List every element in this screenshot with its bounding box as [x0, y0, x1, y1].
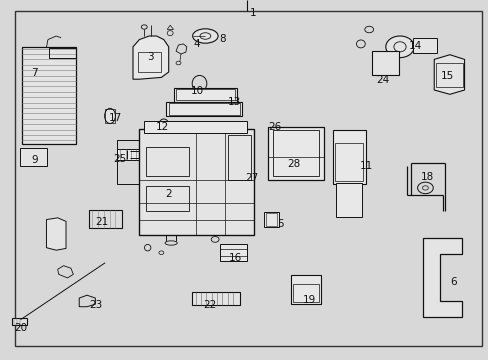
Bar: [145, 147, 188, 176]
Text: 12: 12: [155, 122, 168, 132]
Bar: [293, 284, 318, 302]
Text: 21: 21: [95, 217, 108, 228]
Text: 19: 19: [303, 294, 316, 305]
Bar: [435, 63, 462, 87]
Text: 6: 6: [449, 276, 456, 287]
Text: 28: 28: [287, 159, 300, 169]
Bar: [104, 109, 115, 123]
Text: 20: 20: [15, 323, 28, 333]
Text: 24: 24: [376, 75, 389, 85]
Text: 9: 9: [32, 155, 39, 165]
Text: 23: 23: [89, 300, 102, 310]
Ellipse shape: [192, 29, 218, 43]
Text: 13: 13: [227, 96, 240, 107]
Ellipse shape: [104, 108, 115, 123]
Bar: [144, 121, 246, 133]
Polygon shape: [46, 218, 66, 250]
Bar: [22, 47, 76, 144]
Text: 15: 15: [440, 71, 453, 81]
Text: 17: 17: [108, 113, 122, 123]
Text: 5: 5: [277, 219, 284, 229]
Polygon shape: [422, 238, 461, 317]
Bar: [264, 212, 278, 227]
Polygon shape: [433, 55, 464, 94]
Text: 3: 3: [146, 52, 153, 62]
Bar: [49, 48, 76, 58]
Bar: [173, 88, 237, 102]
Text: 8: 8: [219, 34, 225, 44]
Text: 18: 18: [420, 172, 433, 182]
Bar: [267, 127, 324, 180]
Bar: [89, 210, 122, 228]
Text: 4: 4: [193, 39, 200, 49]
Bar: [191, 292, 239, 305]
Text: 11: 11: [359, 161, 372, 171]
Bar: [168, 103, 239, 115]
Text: 16: 16: [228, 253, 242, 264]
Bar: [176, 89, 234, 100]
Text: 10: 10: [190, 86, 203, 96]
Text: 2: 2: [165, 189, 172, 199]
Bar: [20, 148, 47, 166]
Bar: [117, 149, 157, 160]
Text: 1: 1: [249, 8, 256, 18]
Bar: [334, 143, 363, 181]
Bar: [138, 52, 161, 72]
Bar: [220, 244, 246, 261]
Text: 7: 7: [31, 68, 38, 78]
Bar: [227, 135, 251, 180]
Bar: [371, 51, 398, 75]
Bar: [272, 130, 319, 176]
Polygon shape: [133, 36, 168, 79]
Text: 14: 14: [407, 41, 421, 51]
Text: 27: 27: [245, 173, 258, 183]
Text: 22: 22: [203, 300, 216, 310]
Text: 25: 25: [113, 154, 126, 164]
Bar: [166, 102, 242, 116]
Bar: [265, 213, 277, 226]
Bar: [332, 130, 365, 184]
Ellipse shape: [385, 36, 413, 58]
Bar: [290, 275, 321, 304]
Bar: [336, 183, 361, 217]
Text: 26: 26: [267, 122, 281, 132]
Bar: [139, 129, 254, 235]
Bar: [412, 38, 436, 53]
Bar: [145, 186, 188, 211]
Bar: [12, 318, 27, 325]
